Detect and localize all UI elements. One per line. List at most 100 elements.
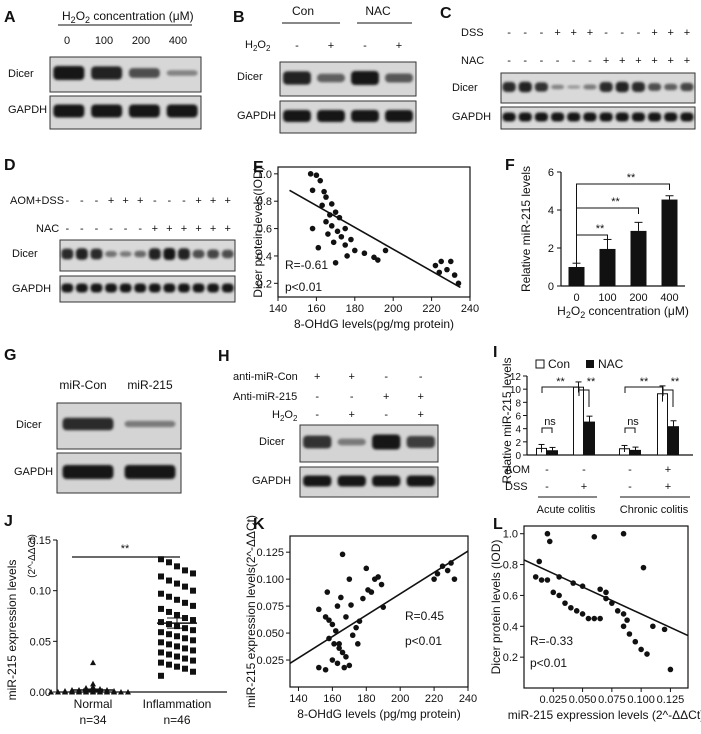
panel-A-lane-4: 400 [169,35,187,47]
panel-K-point-14 [346,662,353,669]
panel-D-aom-label: AOM+DSS [10,195,64,207]
panel-D-gapdh-band-1 [61,283,74,293]
panel-A-gapdh-band-4 [166,104,198,118]
panel-E-point-2 [313,172,320,179]
panel-C-nac-sign-11: + [668,55,674,67]
panel-H-r3-sign-3: - [384,409,388,421]
panel-B-sign-1: - [295,40,299,52]
panel-A-gapdh-band-3 [128,104,160,118]
panel-E-point-7 [319,202,325,209]
panel-E-point-27 [332,259,339,266]
panel-C-nac-sign-5: - [572,55,576,67]
panel-J-n-1: n=34 [79,713,106,727]
panel-C-gapdh-band-1 [502,112,516,122]
panel-F-ytick-label: 4 [548,205,554,217]
panel-C-nac-sign-9: + [635,55,641,67]
panel-K-point-17 [349,632,356,639]
panel-D-gapdh-band-11 [207,283,220,293]
panel-K-xtick-label: 220 [425,693,443,705]
panel-E-point-14 [334,228,341,235]
panel-B-sign-3: - [363,40,367,52]
panel-H-r1-sign-2: + [349,371,355,383]
panel-J-letter: J [4,513,13,530]
panel-D-nac-sign-10: + [195,223,201,235]
panel-B-letter: B [233,9,245,26]
panel-D-gapdh-band-9 [177,283,190,293]
panel-K-point-27 [339,551,346,558]
panel-E-point-15 [325,231,331,237]
panel-J-inflammation-point-9 [182,583,188,590]
panel-F-sig-label-2: ** [611,196,620,208]
panel-K-ytick-label: 0.125 [256,547,284,559]
panel-K-point-28 [346,576,353,582]
panel-L-point-14 [573,608,580,614]
panel-B-treatment-label: H2O2 [245,39,271,53]
panel-J-inflammation-point-6 [158,573,164,580]
panel-K-point-4 [334,603,341,609]
panel-J-ylabel-unit: (2^-ΔΔCt) [27,534,38,578]
panel-C-dss-sign-5: + [571,27,577,39]
panel-I-ytick-label: 4 [515,425,521,436]
panel-G-row-dicer: Dicer [16,419,42,431]
panel-B-row-gapdh: GAPDH [237,110,276,122]
panel-L-point-10 [550,589,557,596]
panel-C-nac-label: NAC [461,55,484,67]
panel-L-point-24 [614,608,621,614]
panel-L-point-34 [620,623,627,630]
panel-I-ytick-label: 12 [510,372,522,383]
panel-H-gapdh-band-4 [406,475,435,487]
panel-H-r2-sign-2: - [350,391,354,403]
panel-C-bands [502,81,694,122]
panel-E-point-23 [344,253,350,259]
panel-K-point-18 [353,624,359,631]
panel-I-ns-bracket-1 [541,427,553,433]
panel-D-aom-sign-2: - [80,195,84,207]
panel-D-nac-sign-12: + [224,223,230,235]
panel-K-point-22 [368,589,375,595]
panel-K-point-25 [378,581,385,588]
panel-I-aom-label: AOM [505,464,530,476]
panel-J-inflammation-point-28 [174,633,180,640]
panel-C-gapdh-band-9 [631,112,646,122]
panel-K-letter: K [253,516,265,533]
panel-I-aom-sign-1: - [545,464,549,476]
panel-A-dicer-band-1 [53,66,85,80]
panel-C-dss-sign-12: + [684,27,690,39]
panel-A-lane-2: 100 [95,35,113,47]
panel-A-gapdh-band-2 [91,104,123,118]
panel-K-point-11 [329,657,336,663]
panel-F-xlabel: H2O2 concentration (μM) [557,304,689,320]
panel-L-xtick-label: 0.025 [540,694,568,706]
panel-D-aom-sign-12: + [224,195,230,207]
panel-E-point-29 [448,258,454,265]
panel-E-point-31 [444,266,450,273]
panel-D-gapdh-band-12 [221,283,234,293]
panel-L-annotation-1: R=-0.33 [530,634,573,648]
panel-H-row-label-1: anti-miR-Con [233,371,298,383]
panel-L-point-5 [640,564,647,571]
panel-C-nac-sign-10: + [651,55,657,67]
panel-B-gapdh-band-3 [351,110,379,122]
panel-J-inflammation-point-22 [166,621,172,628]
panel-A-dicer-band-3 [128,68,160,78]
panel-H-bands [303,434,435,487]
panel-L-ytick-label: 1.0 [503,529,518,541]
panel-L-xtick-label: 0.100 [627,694,655,706]
panel-I-ytick-label: 2 [515,438,521,449]
panel-I-sig-bracket-b-2 [662,389,674,407]
panel-C-nac-sign-8: + [619,55,625,67]
panel-I-sig-label-b-2: ** [671,376,680,388]
panel-C-dicer-band-4 [550,84,565,90]
panel-L-point-31 [650,623,656,630]
panel-D-bands [61,248,234,293]
panel-F-bar-4 [661,199,678,286]
panel-D-letter: D [4,157,16,174]
panel-D-nac-sign-6: - [138,223,142,235]
panel-I-letter: I [493,344,497,361]
panel-L-ytick-label: 0.4 [503,621,518,633]
panel-E-point-4 [309,187,316,194]
panel-L-point-32 [661,626,668,633]
panel-G-dicer-band-2 [124,420,176,428]
panel-D-nac-sign-3: - [95,223,99,235]
panel-D-nac-label: NAC [36,223,59,235]
